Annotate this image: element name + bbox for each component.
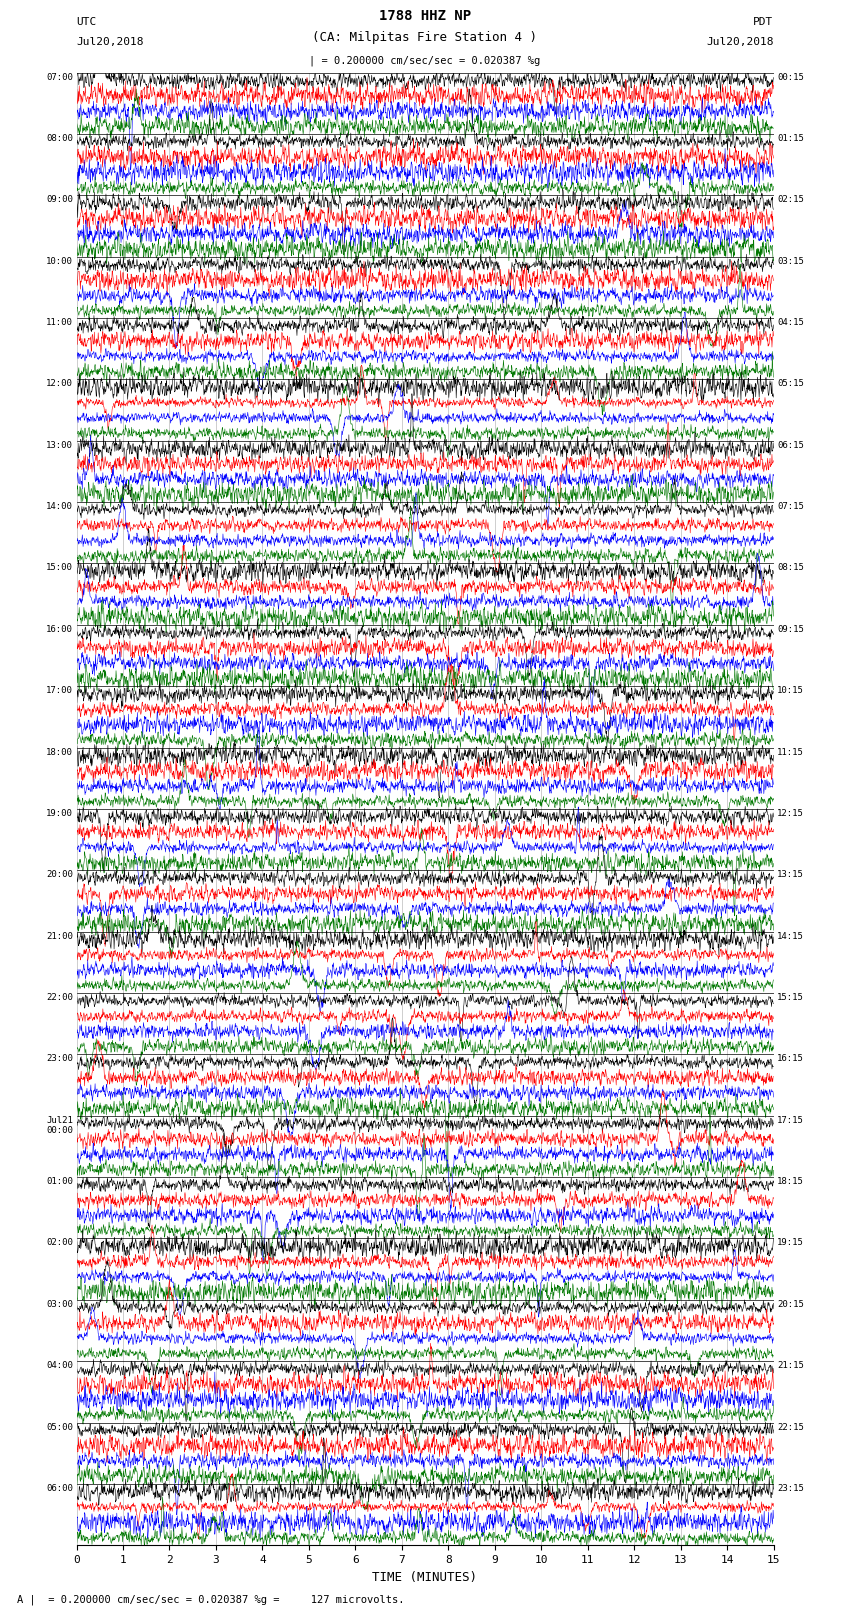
Text: Jul20,2018: Jul20,2018 — [706, 37, 774, 47]
Text: 08:15: 08:15 — [777, 563, 804, 573]
Text: 10:00: 10:00 — [46, 256, 73, 266]
Text: 08:00: 08:00 — [46, 134, 73, 144]
Text: 19:00: 19:00 — [46, 810, 73, 818]
Text: 10:15: 10:15 — [777, 686, 804, 695]
Text: 04:15: 04:15 — [777, 318, 804, 327]
Text: PDT: PDT — [753, 18, 774, 27]
Text: 15:00: 15:00 — [46, 563, 73, 573]
Text: 13:15: 13:15 — [777, 871, 804, 879]
Text: 07:15: 07:15 — [777, 502, 804, 511]
Text: 05:15: 05:15 — [777, 379, 804, 389]
Text: 12:00: 12:00 — [46, 379, 73, 389]
Text: 16:00: 16:00 — [46, 624, 73, 634]
Text: 03:00: 03:00 — [46, 1300, 73, 1308]
Text: UTC: UTC — [76, 18, 97, 27]
Text: 09:15: 09:15 — [777, 624, 804, 634]
Text: 16:15: 16:15 — [777, 1055, 804, 1063]
Text: 1788 HHZ NP: 1788 HHZ NP — [379, 8, 471, 23]
Text: 03:15: 03:15 — [777, 256, 804, 266]
Text: A |  = 0.200000 cm/sec/sec = 0.020387 %g =     127 microvolts.: A | = 0.200000 cm/sec/sec = 0.020387 %g … — [17, 1594, 405, 1605]
Text: 21:15: 21:15 — [777, 1361, 804, 1369]
Text: 11:15: 11:15 — [777, 747, 804, 756]
Text: 01:00: 01:00 — [46, 1177, 73, 1186]
Text: 13:00: 13:00 — [46, 440, 73, 450]
Text: 23:00: 23:00 — [46, 1055, 73, 1063]
Text: 09:00: 09:00 — [46, 195, 73, 205]
Text: 14:15: 14:15 — [777, 932, 804, 940]
Text: 20:15: 20:15 — [777, 1300, 804, 1308]
Text: 02:00: 02:00 — [46, 1239, 73, 1247]
Text: 12:15: 12:15 — [777, 810, 804, 818]
Text: 18:15: 18:15 — [777, 1177, 804, 1186]
Text: (CA: Milpitas Fire Station 4 ): (CA: Milpitas Fire Station 4 ) — [313, 31, 537, 44]
Text: 06:00: 06:00 — [46, 1484, 73, 1494]
Text: 19:15: 19:15 — [777, 1239, 804, 1247]
Text: 05:00: 05:00 — [46, 1423, 73, 1431]
Text: | = 0.200000 cm/sec/sec = 0.020387 %g: | = 0.200000 cm/sec/sec = 0.020387 %g — [309, 55, 541, 66]
Text: Jul20,2018: Jul20,2018 — [76, 37, 144, 47]
Text: 15:15: 15:15 — [777, 994, 804, 1002]
Text: 17:00: 17:00 — [46, 686, 73, 695]
Text: 22:00: 22:00 — [46, 994, 73, 1002]
Text: 23:15: 23:15 — [777, 1484, 804, 1494]
Text: 14:00: 14:00 — [46, 502, 73, 511]
Text: 22:15: 22:15 — [777, 1423, 804, 1431]
Text: 01:15: 01:15 — [777, 134, 804, 144]
Text: 20:00: 20:00 — [46, 871, 73, 879]
Text: 11:00: 11:00 — [46, 318, 73, 327]
X-axis label: TIME (MINUTES): TIME (MINUTES) — [372, 1571, 478, 1584]
Text: 21:00: 21:00 — [46, 932, 73, 940]
Text: 07:00: 07:00 — [46, 73, 73, 82]
Text: Jul21
00:00: Jul21 00:00 — [46, 1116, 73, 1136]
Text: 18:00: 18:00 — [46, 747, 73, 756]
Text: 06:15: 06:15 — [777, 440, 804, 450]
Text: 17:15: 17:15 — [777, 1116, 804, 1124]
Text: 04:00: 04:00 — [46, 1361, 73, 1369]
Text: 02:15: 02:15 — [777, 195, 804, 205]
Text: 00:15: 00:15 — [777, 73, 804, 82]
